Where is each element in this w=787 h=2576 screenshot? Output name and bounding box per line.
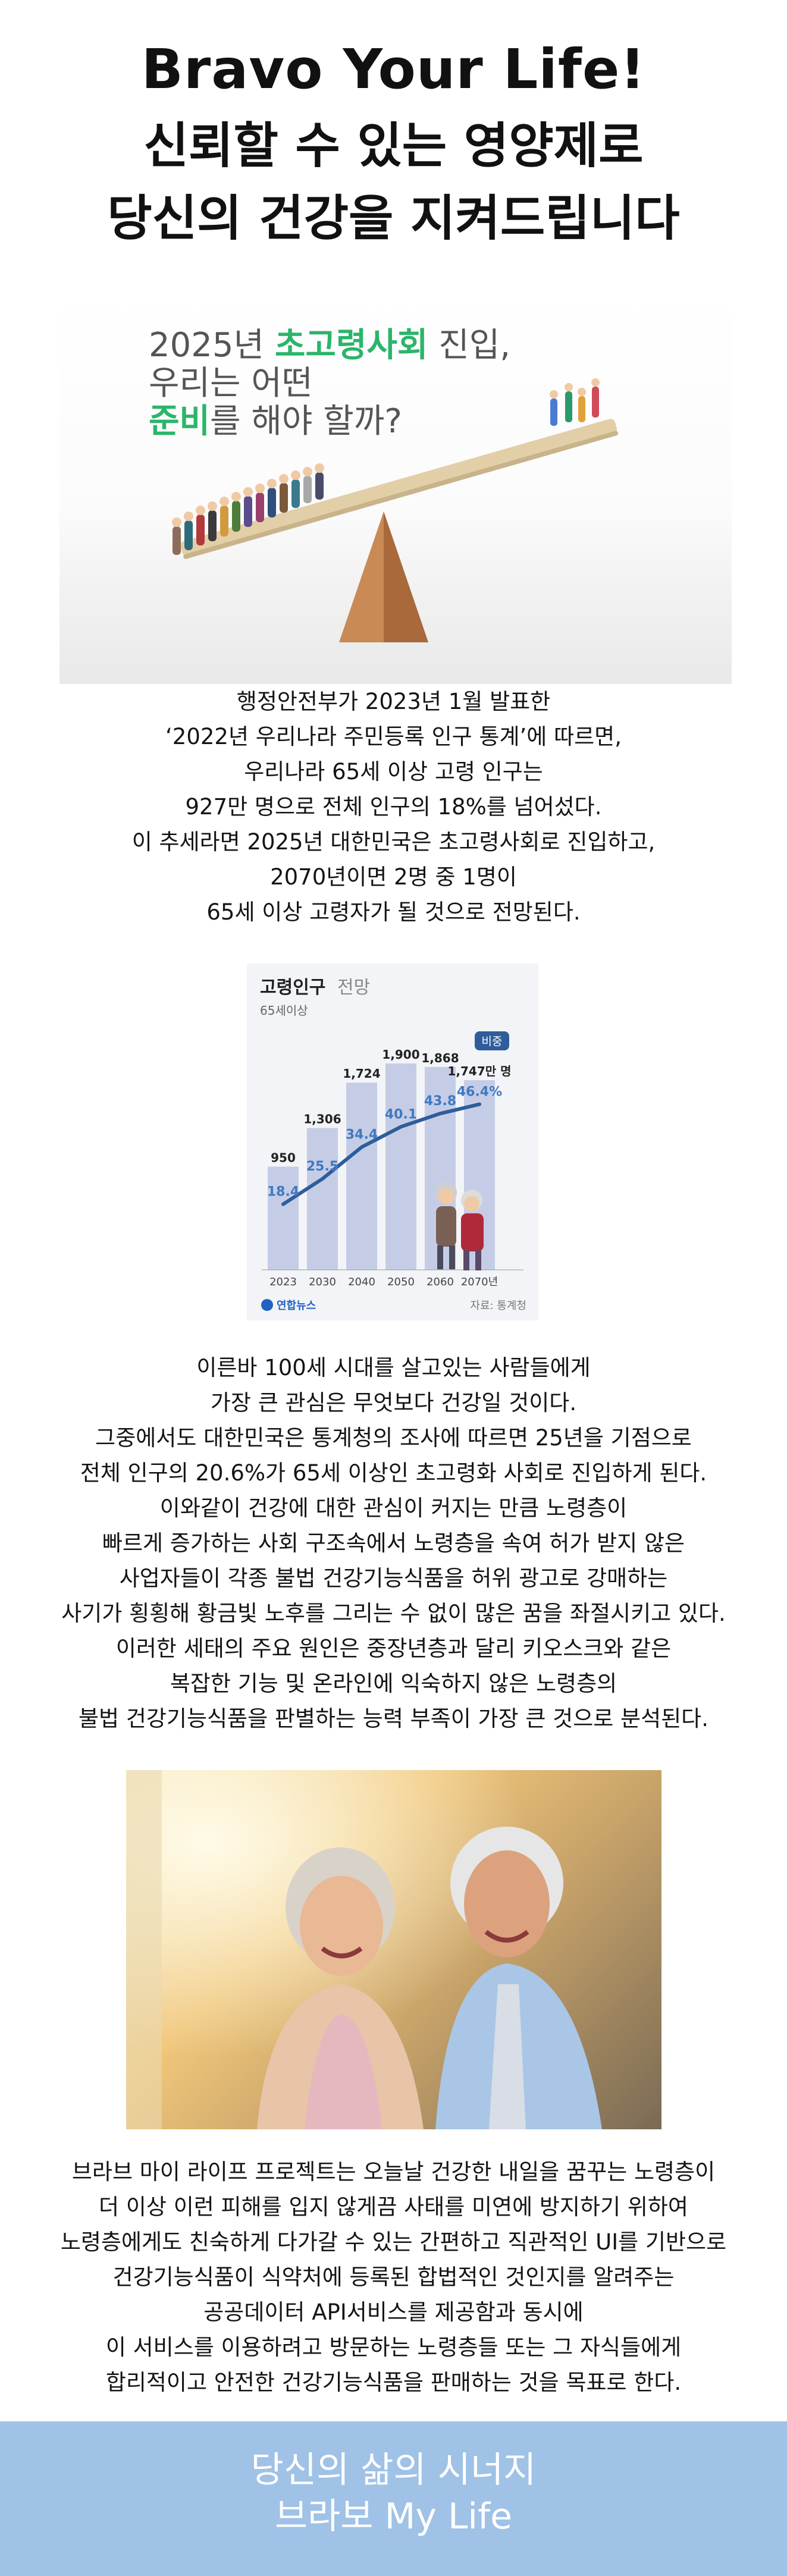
intro-line: ‘2022년 우리나라 주민등록 인구 통계’에 따르면, — [165, 724, 622, 749]
footer-banner: 당신의 삶의 시너지 브라보 My Life — [0, 2421, 787, 2576]
elderly-couple-illustration — [435, 1182, 484, 1270]
aging-society-seesaw-image: 2025년 초고령사회 진입, 우리는 어떤 준비를 해야 할까? — [59, 291, 732, 684]
yonhap-logo-icon — [261, 1299, 273, 1311]
footer-slogan-line1: 당신의 삶의 시너지 — [250, 2449, 537, 2491]
chart-subtitle: 65세이상 — [260, 1003, 308, 1018]
elderly-crowd-figures — [172, 463, 324, 555]
chart-ratio-point — [438, 1112, 442, 1116]
footer-slogan-line2: 브라보 My Life — [274, 2496, 513, 2537]
chart-ratio-label: 46.4% — [457, 1085, 502, 1100]
chart-x-tick-label: 2030 — [309, 1276, 336, 1288]
chart-bar-label: 1,900 — [382, 1047, 419, 1062]
chart-source: 자료: 통계청 — [470, 1300, 526, 1312]
intro-line: 2070년이면 2명 중 1명이 — [270, 864, 517, 890]
page-subtitle-line2: 당신의 건강을 지켜드립니다 — [107, 190, 680, 247]
chart-bar-label: 1,306 — [303, 1112, 341, 1127]
intro-line: 927만 명으로 전체 인구의 18%를 넘어섰다. — [185, 794, 602, 820]
intro-paragraph: 행정안전부가 2023년 1월 발표한 ‘2022년 우리나라 주민등록 인구 … — [0, 684, 787, 930]
chart-ratio-line — [281, 1102, 481, 1206]
seesaw-illustration — [172, 378, 619, 642]
project-line: 공공데이터 API서비스를 제공함과 동시에 — [203, 2299, 584, 2325]
body-line: 사기가 횡횡해 황금빛 노후를 그리는 수 없이 많은 꿈을 좌절시키고 있다. — [61, 1601, 726, 1626]
chart-ratio-point — [399, 1125, 403, 1129]
body-line: 이른바 100세 시대를 살고있는 사람들에게 — [196, 1355, 591, 1380]
project-line: 브라브 마이 라이프 프로젝트는 오늘날 건강한 내일을 꿈꾸는 노령층이 — [71, 2159, 716, 2185]
chart-x-tick-label: 2070년 — [461, 1276, 498, 1288]
project-paragraph: 브라브 마이 라이프 프로젝트는 오늘날 건강한 내일을 꿈꾸는 노령층이 더 … — [0, 2154, 787, 2400]
couple-photo-illustration — [126, 1770, 661, 2129]
seesaw-caption-line3: 준비를 해야 할까? — [149, 402, 402, 441]
intro-line: 우리나라 65세 이상 고령 인구는 — [244, 759, 543, 785]
chart-bar-label: 1,868 — [421, 1051, 459, 1065]
page-subtitle-line1: 신뢰할 수 있는 영양제로 — [143, 118, 644, 174]
chart-x-tick-label: 2060 — [427, 1276, 454, 1288]
chart-ratio-point — [321, 1177, 324, 1181]
intro-line: 65세 이상 고령자가 될 것으로 전망된다. — [206, 899, 581, 925]
smiling-elderly-couple-photo — [126, 1770, 661, 2129]
chart-ratio-point — [281, 1202, 285, 1206]
ratio-tag — [475, 1031, 509, 1050]
chart-bar-label: 1,724 — [343, 1066, 380, 1081]
chart-ratio-label: 18.4 — [267, 1185, 299, 1200]
chart-bar — [307, 1128, 338, 1270]
ratio-tag-label: 비중 — [482, 1035, 503, 1048]
chart-logo-text: 연합뉴스 — [277, 1299, 316, 1312]
chart-bar-label: 1,747만 명 — [447, 1064, 511, 1078]
body-line: 이러한 세태의 주요 원인은 중장년층과 달리 키오스크와 같은 — [115, 1636, 672, 1661]
seesaw-caption-line1: 2025년 초고령사회 진입, — [149, 326, 511, 365]
chart-ratio-point — [360, 1145, 363, 1149]
body-line: 전체 인구의 20.6%가 65세 이상인 초고령화 사회로 진입하게 된다. — [80, 1460, 707, 1486]
project-line: 더 이상 이런 피해를 입지 않게끔 사태를 미연에 방지하기 위하여 — [99, 2194, 688, 2220]
body-line: 가장 큰 관심은 무엇보다 건강일 것이다. — [210, 1390, 577, 1416]
chart-title: 고령인구 — [260, 977, 325, 998]
elderly-population-chart: 고령인구 전망 65세이상 950 1,306 1,724 1,900 1,868 1,7… — [247, 964, 538, 1320]
seesaw-caption-line2: 우리는 어떤 — [149, 364, 313, 403]
young-figures — [550, 378, 600, 426]
chart-x-tick-label: 2040 — [348, 1276, 375, 1288]
chart-bar-label: 950 — [271, 1151, 296, 1165]
seesaw-plank — [180, 419, 617, 556]
project-line: 건강기능식품이 식약처에 등록된 합법적인 것인지를 알려주는 — [112, 2264, 675, 2290]
body-line: 이와같이 건강에 대한 관심이 커지는 만큼 노령층이 — [159, 1495, 628, 1521]
chart-ratio-label: 43.8 — [424, 1094, 456, 1109]
chart-ratio-label: 40.1 — [385, 1107, 417, 1122]
body-line: 그중에서도 대한민국은 통계청의 조사에 따르면 25년을 기점으로 — [95, 1425, 692, 1451]
page-title: Bravo Your Life! — [141, 37, 646, 101]
chart-x-tick-label: 2050 — [387, 1276, 415, 1288]
body-line: 불법 건강기능식품을 판별하는 능력 부족이 가장 큰 것으로 분석된다. — [79, 1706, 708, 1731]
body-paragraph: 이른바 100세 시대를 살고있는 사람들에게 가장 큰 관심은 무엇보다 건강… — [0, 1350, 787, 1736]
chart-bar — [385, 1063, 416, 1270]
body-line: 사업자들이 각종 불법 건강기능식품을 허위 광고로 강매하는 — [119, 1565, 668, 1591]
chart-title-suffix: 전망 — [337, 977, 370, 998]
chart-ratio-point — [478, 1102, 481, 1106]
intro-line: 이 추세라면 2025년 대한민국은 초고령사회로 진입하고, — [131, 829, 656, 855]
project-line: 이 서비스를 이용하려고 방문하는 노령층들 또는 그 자식들에게 — [105, 2335, 682, 2360]
chart-bar — [346, 1083, 377, 1270]
intro-line: 행정안전부가 2023년 1월 발표한 — [236, 689, 551, 714]
body-line: 복잡한 기능 및 온라인에 익숙하지 않은 노령층의 — [170, 1671, 617, 1696]
body-line: 빠르게 증가하는 사회 구조속에서 노령층을 속여 허가 받지 않은 — [102, 1530, 685, 1556]
project-line: 노령층에게도 친숙하게 다가갈 수 있는 간편하고 직관적인 UI를 기반으로 — [60, 2229, 727, 2255]
chart-ratio-label: 34.4 — [346, 1128, 378, 1143]
chart-ratio-label: 25.5 — [306, 1159, 338, 1174]
chart-x-tick-label: 2023 — [269, 1276, 297, 1288]
chart-bar — [268, 1166, 299, 1270]
project-line: 합리적이고 안전한 건강기능식품을 판매하는 것을 목표로 한다. — [105, 2370, 682, 2395]
